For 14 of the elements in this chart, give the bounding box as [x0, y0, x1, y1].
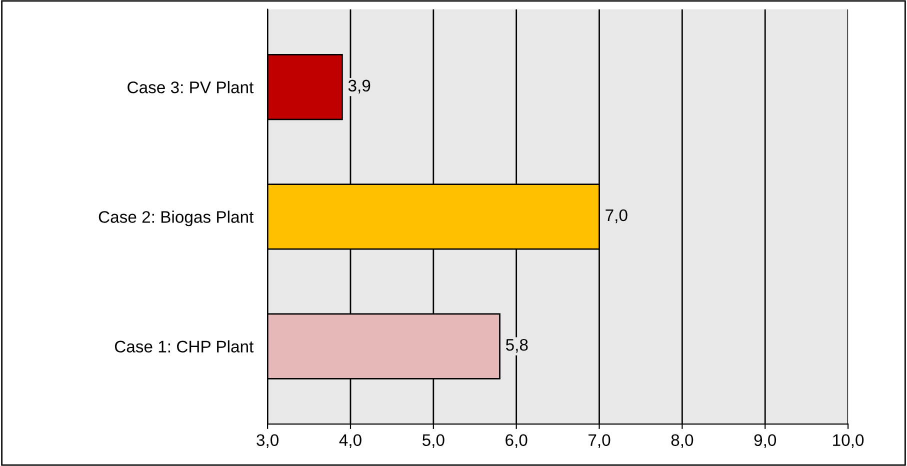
x-tick-label: 3,0 [256, 434, 278, 448]
x-tick-label: 5,0 [422, 434, 444, 448]
data-label: 3,9 [348, 80, 370, 94]
y-tick-label: Case 1: CHP Plant [114, 340, 254, 352]
x-tick-label: 4,0 [339, 434, 362, 448]
x-tick-label: 7,0 [588, 434, 610, 448]
x-tick-label: 10,0 [833, 434, 864, 448]
data-label: 5,8 [506, 338, 528, 353]
y-tick-label: Case 3: PV Plant [128, 81, 254, 94]
x-tick-label: 8,0 [671, 434, 694, 448]
y-tick-label: Case 2: Biogas Plant [98, 210, 254, 226]
x-tick-label: 6,0 [506, 434, 528, 448]
data-label: 7,0 [606, 209, 628, 224]
x-tick-label: 9,0 [754, 434, 776, 448]
